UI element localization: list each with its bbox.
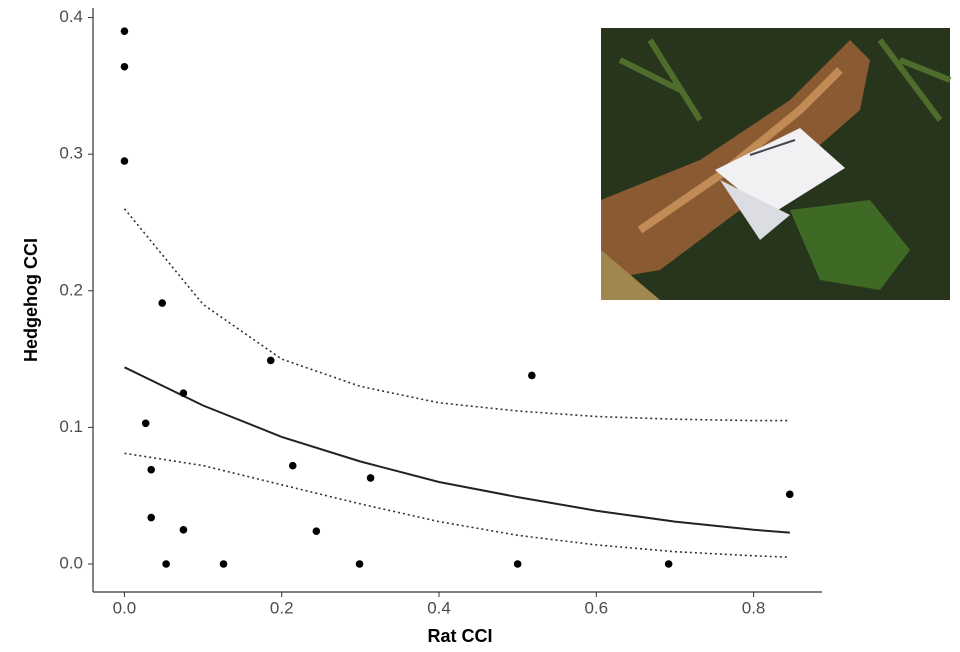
point xyxy=(147,465,155,474)
x-axis-title: Rat CCI xyxy=(427,626,492,646)
point xyxy=(266,356,275,365)
point xyxy=(366,474,375,482)
point xyxy=(120,157,129,165)
x-tick-label: 0.6 xyxy=(584,598,608,617)
point xyxy=(528,371,536,380)
point xyxy=(664,560,673,568)
point xyxy=(147,513,155,522)
x-tick-label: 0.4 xyxy=(427,598,451,617)
y-tick-label: 0.4 xyxy=(59,7,83,26)
point xyxy=(120,62,129,71)
point xyxy=(513,560,522,568)
point xyxy=(179,389,188,398)
inset-photo xyxy=(601,28,952,300)
y-tick-label: 0.1 xyxy=(59,417,83,436)
point xyxy=(162,560,170,568)
x-tick-label: 0.0 xyxy=(113,598,137,617)
point xyxy=(312,527,321,536)
y-axis-title: Hedgehog CCI xyxy=(21,238,41,362)
y-tick-label: 0.2 xyxy=(59,280,83,299)
point xyxy=(219,560,228,568)
confidence-band xyxy=(124,452,790,558)
confidence-band xyxy=(123,208,790,422)
point xyxy=(141,419,150,428)
point xyxy=(785,490,794,499)
fit-line xyxy=(124,366,790,534)
y-tick-label: 0.0 xyxy=(59,553,83,572)
x-tick-label: 0.2 xyxy=(270,598,294,617)
point xyxy=(355,560,364,568)
point xyxy=(179,526,188,534)
y-tick-label: 0.3 xyxy=(59,144,83,163)
x-tick-label: 0.8 xyxy=(742,598,766,617)
point xyxy=(158,299,167,307)
point xyxy=(120,27,129,36)
point xyxy=(288,461,297,470)
